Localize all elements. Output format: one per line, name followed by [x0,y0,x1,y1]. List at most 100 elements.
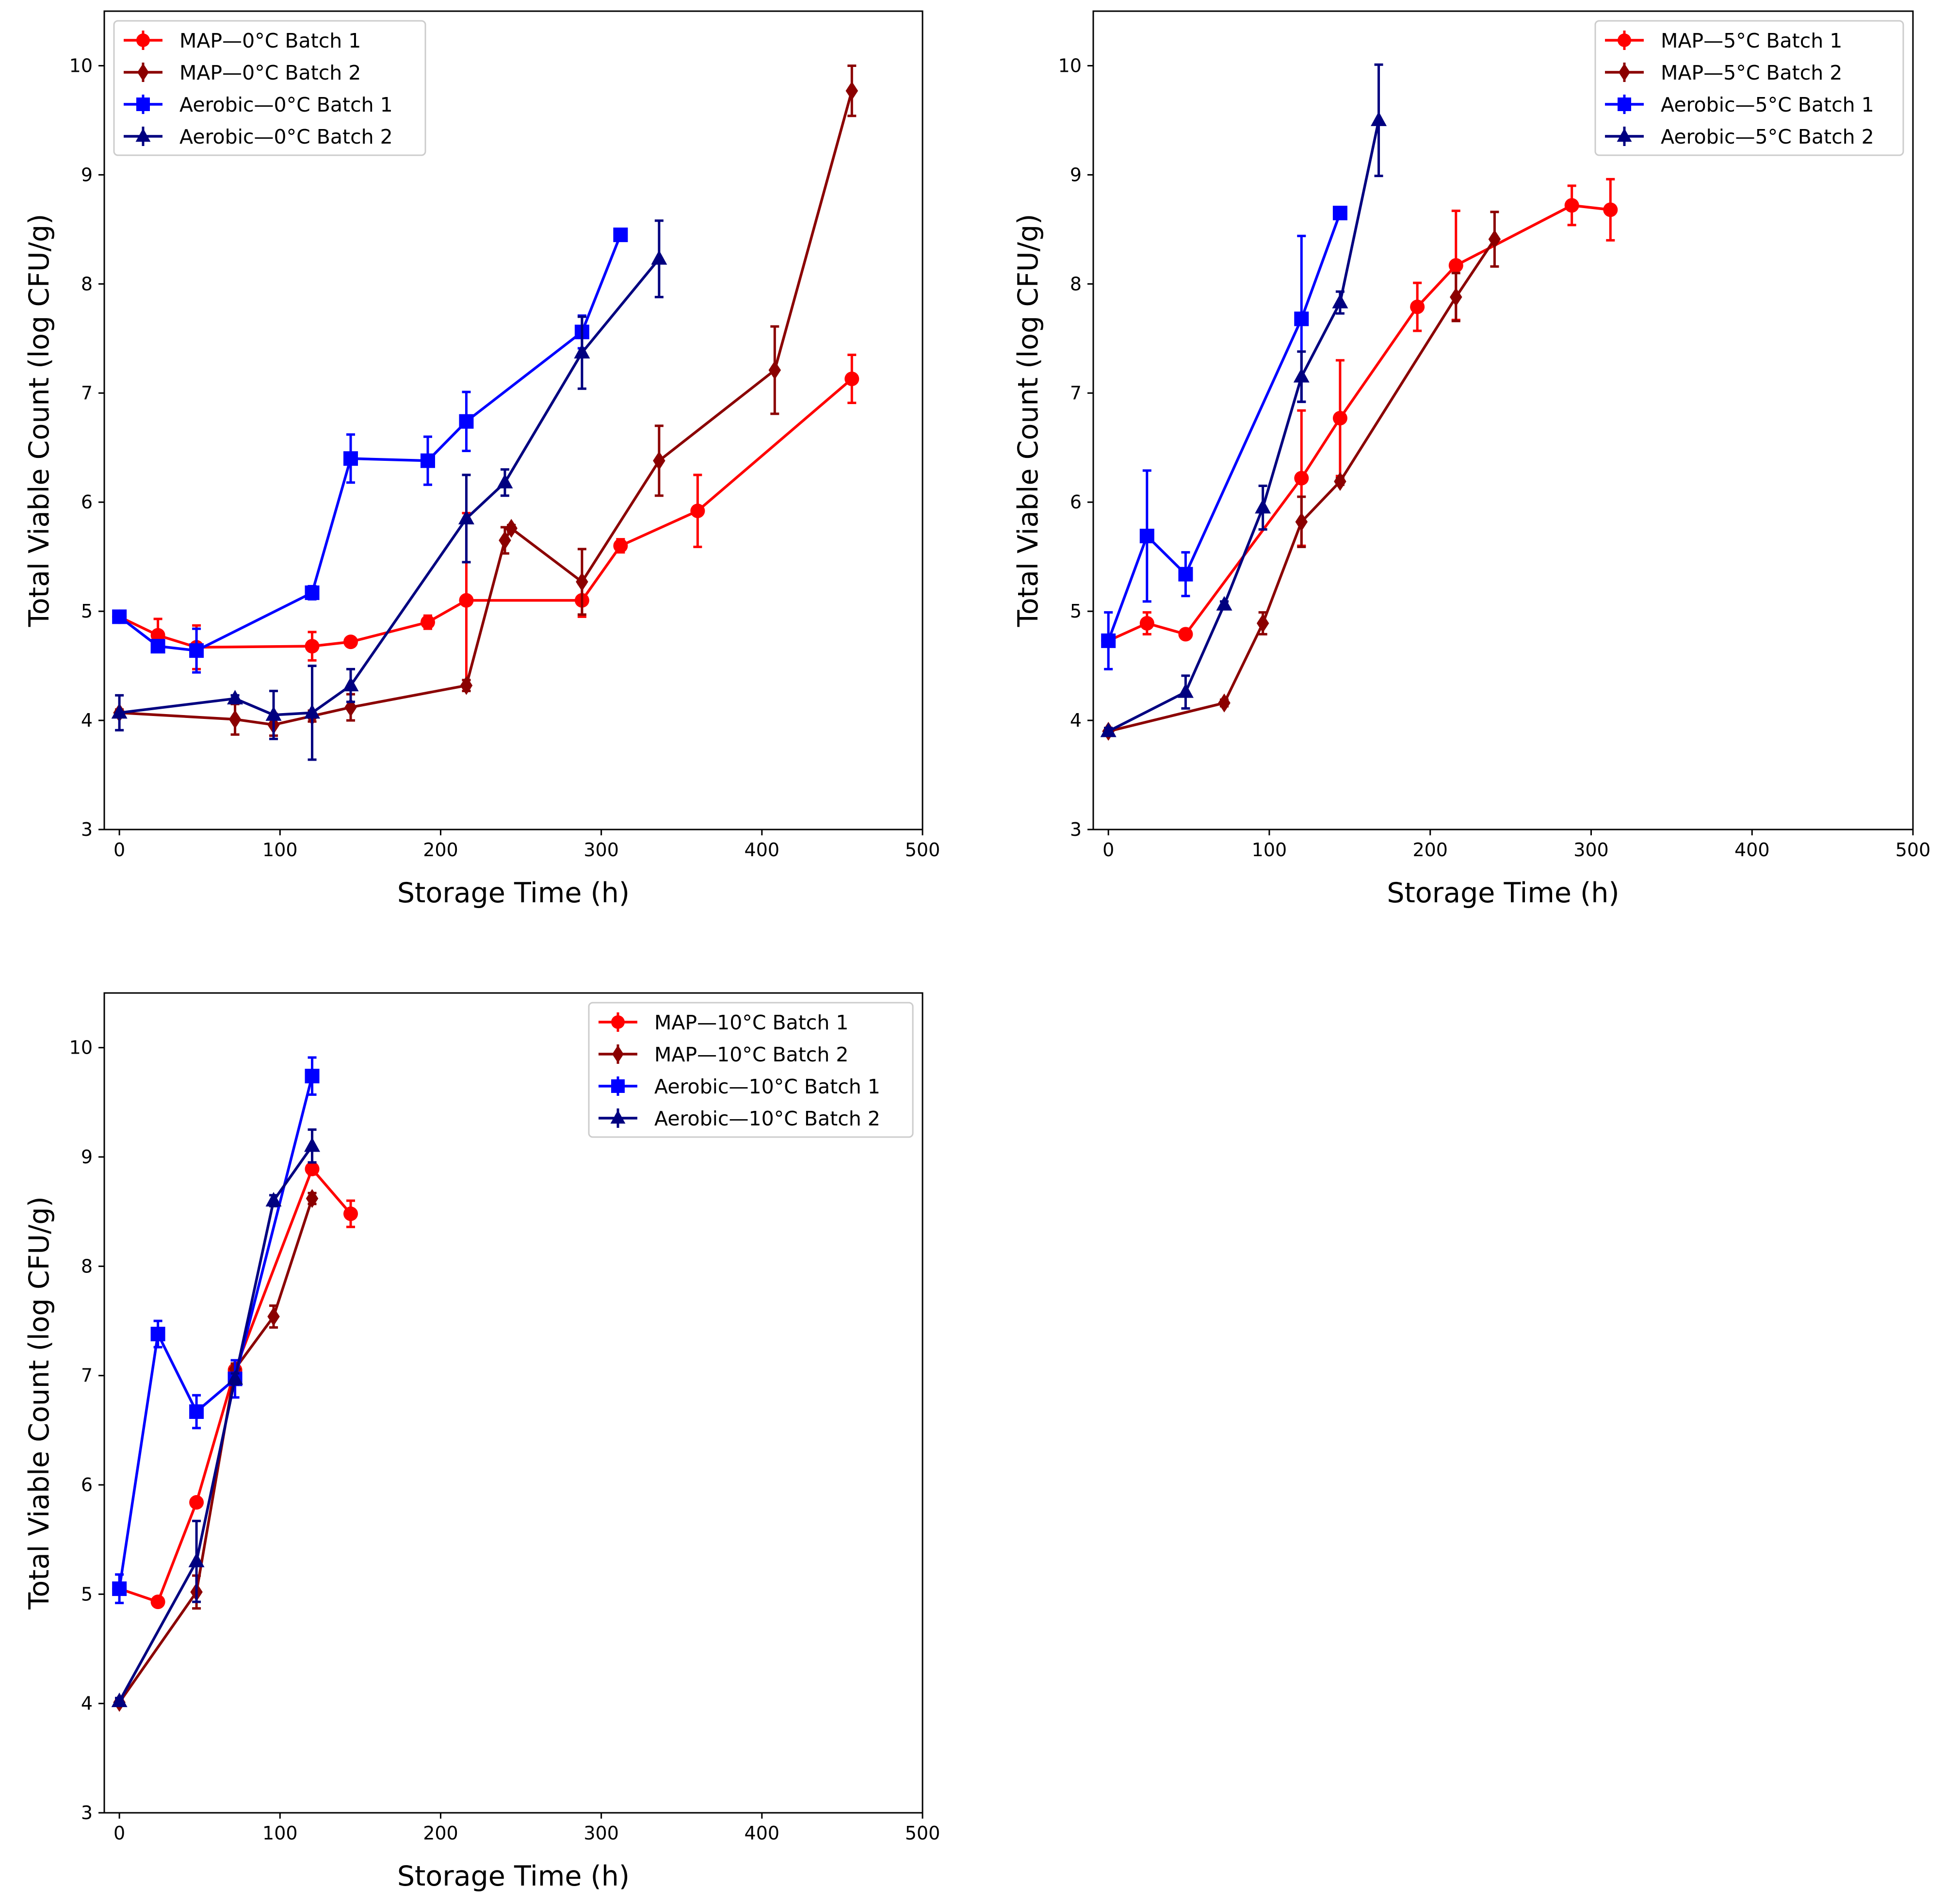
marker-triangle [265,706,282,721]
axes-frame [103,992,923,1814]
x-tick-label: 0 [113,1823,125,1844]
marker-triangle [1371,111,1387,126]
x-tick-label: 400 [745,839,780,861]
marker-circle [1178,627,1193,642]
y-tick-label: 4 [1070,710,1082,731]
marker-circle [420,615,435,630]
marker-triangle [651,250,667,265]
marker-square [112,1581,127,1596]
legend-label: MAP—10°C Batch 1 [654,1011,848,1034]
y-axis-label: Total Viable Count (log CFU/g) [1012,214,1044,628]
x-tick-label: 100 [262,839,298,861]
y-tick-label: 10 [69,1037,93,1058]
series-3 [1101,206,1347,670]
legend-item: MAP—5°C Batch 2 [1605,61,1842,84]
marker-square [305,585,320,600]
x-tick-label: 0 [113,839,125,861]
marker-square [150,639,165,654]
legend-item: Aerobic—0°C Batch 2 [124,125,393,148]
series-4 [1100,63,1387,737]
marker-circle [136,33,150,47]
legend-item: MAP—10°C Batch 2 [599,1043,848,1066]
marker-diamond [653,451,665,471]
legend: MAP—5°C Batch 1 MAP—5°C Batch 2 Aerobic—5°… [1594,20,1904,156]
x-tick-label: 400 [1734,839,1770,861]
marker-circle [1564,198,1579,213]
marker-diamond [267,1307,280,1326]
marker-triangle [1617,128,1632,142]
marker-triangle [304,704,321,719]
marker-circle [150,1595,165,1610]
y-tick-label: 8 [81,273,93,294]
series-2 [113,1189,319,1712]
marker-circle [343,1206,358,1221]
x-tick-label: 500 [905,839,940,861]
legend-label: MAP—0°C Batch 2 [179,61,361,84]
y-tick-label: 8 [81,1255,93,1277]
legend: MAP—10°C Batch 1 MAP—10°C Batch 2 Aerobic—… [588,1002,914,1138]
x-tick-label: 200 [1412,839,1448,861]
y-tick-label: 7 [81,382,93,404]
series-4 [111,1128,321,1708]
x-tick-label: 200 [423,839,458,861]
marker-diamond [137,63,149,81]
marker-triangle [265,1192,282,1207]
legend-item: MAP—5°C Batch 1 [1605,29,1842,52]
marker-triangle [1255,499,1271,514]
marker-diamond [845,81,859,100]
marker-diamond [228,710,242,729]
y-tick-label: 6 [1070,491,1082,513]
marker-square [1294,311,1309,326]
marker-circle [305,639,320,654]
marker-diamond [460,676,473,695]
marker-triangle [111,704,128,719]
x-axis-label: Storage Time (h) [397,1860,630,1892]
marker-triangle [610,1110,626,1124]
marker-square [150,1327,165,1342]
marker-circle [611,1015,625,1029]
marker-circle [1603,202,1618,217]
marker-circle [1448,258,1463,273]
series-line [118,1075,314,1589]
legend: MAP—0°C Batch 1 MAP—0°C Batch 2 Aerobic—0°… [113,20,426,156]
marker-diamond [1334,472,1346,491]
marker-triangle [497,473,513,488]
y-tick-label: 3 [81,1802,93,1823]
y-tick-label: 7 [81,1365,93,1386]
legend-label: MAP—0°C Batch 1 [179,29,361,52]
x-axis-label: Storage Time (h) [397,877,630,909]
y-tick-label: 8 [1070,273,1082,294]
marker-triangle [342,677,359,692]
y-axis-label: Total Viable Count (log CFU/g) [23,214,55,628]
y-tick-label: 9 [1070,164,1082,185]
series-line [1107,212,1342,641]
legend-item: Aerobic—5°C Batch 1 [1605,93,1874,116]
marker-circle [343,635,358,650]
x-tick-label: 300 [583,1823,619,1844]
marker-square [136,98,150,111]
marker-diamond [499,531,511,550]
marker-triangle [135,128,151,142]
chart-panel-3: 0 100 200 300 400 500 3 4 5 6 7 8 9 10 Storage Time (h… [23,992,940,1892]
y-tick-label: 5 [81,1583,93,1605]
marker-diamond [505,519,518,538]
marker-circle [459,593,474,608]
marker-square [343,451,358,466]
marker-triangle [574,344,590,359]
chart-panel-2: 0 100 200 300 400 500 3 4 5 6 7 8 9 10 Storage Time (h… [1012,10,1930,909]
x-tick-label: 200 [423,1823,458,1844]
legend-box [1594,20,1904,156]
y-tick-label: 10 [1058,55,1082,76]
marker-diamond [612,1045,624,1063]
y-axis-label: Total Viable Count (log CFU/g) [23,1196,55,1610]
x-tick-label: 0 [1102,839,1114,861]
marker-square [1332,206,1347,221]
marker-diamond [1488,229,1501,249]
y-tick-label: 6 [81,1474,93,1496]
series-line [118,234,622,652]
y-tick-label: 6 [81,491,93,513]
marker-circle [1332,411,1347,426]
legend-box [588,1002,914,1138]
marker-triangle [111,1692,128,1708]
legend-label: Aerobic—0°C Batch 2 [179,125,393,148]
